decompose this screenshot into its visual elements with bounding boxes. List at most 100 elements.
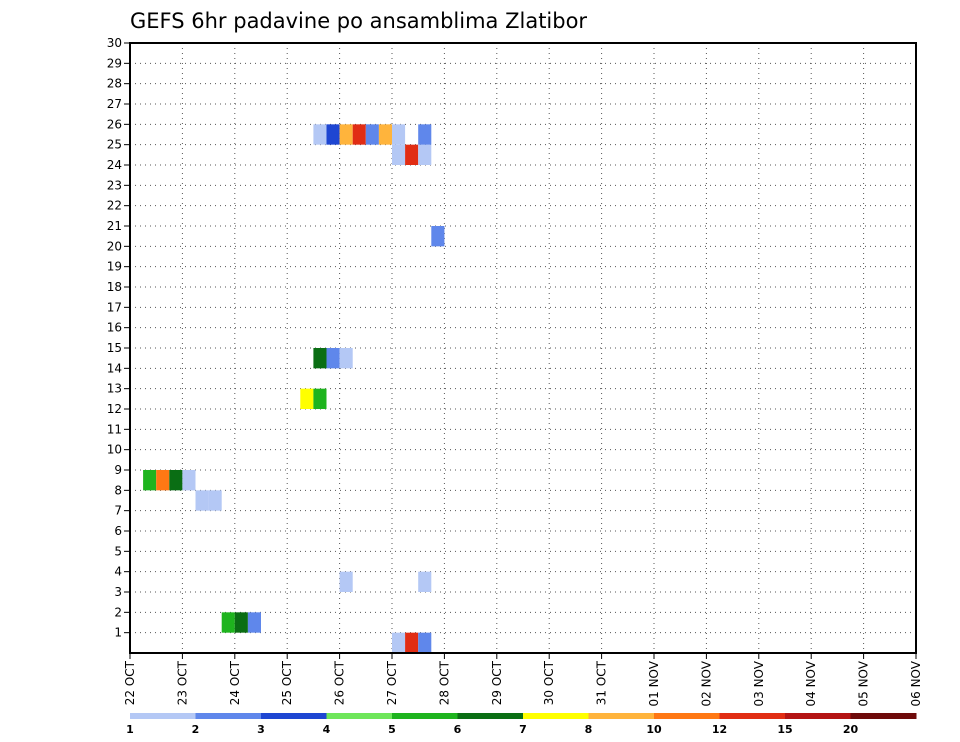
y-tick-label: 30 — [107, 36, 122, 50]
precip-cell — [247, 612, 261, 633]
x-tick-label: 30 OCT — [542, 660, 556, 705]
legend-color-swatch — [261, 713, 327, 719]
x-tick-label: 31 OCT — [595, 660, 609, 705]
precip-cell — [234, 612, 248, 633]
x-tick-label: 25 OCT — [280, 660, 294, 705]
chart-title: GEFS 6hr padavine po ansamblima Zlatibor — [130, 9, 587, 33]
y-tick-label: 8 — [114, 483, 122, 497]
precip-cell — [156, 470, 170, 491]
y-tick-label: 27 — [107, 97, 122, 111]
x-tick-label: 02 NOV — [699, 660, 713, 706]
precip-cell — [313, 124, 327, 145]
y-tick-label: 15 — [107, 341, 122, 355]
legend-color-swatch — [326, 713, 393, 719]
precip-cell — [313, 348, 327, 369]
legend-level-label: 7 — [519, 723, 527, 736]
x-axis: 22 OCT 23 OCT 24 OCT 25 OCT 26 OCT 27 OCT 28 O… — [123, 653, 923, 707]
precip-cell — [182, 470, 196, 491]
precip-cell — [418, 124, 432, 145]
legend-color-swatch — [523, 713, 589, 719]
y-tick-label: 7 — [114, 504, 122, 518]
precip-cell — [169, 470, 183, 491]
precip-cell — [143, 470, 157, 491]
x-tick-label: 22 OCT — [123, 660, 137, 705]
legend-color-swatch — [654, 713, 720, 719]
legend-color-swatch — [457, 713, 524, 719]
legend-level-label: 3 — [257, 723, 265, 736]
x-tick-label: 05 NOV — [857, 660, 871, 706]
precip-cell — [339, 348, 353, 369]
y-tick-label: 22 — [107, 199, 122, 213]
cell-layer — [143, 124, 445, 653]
precip-cell — [392, 632, 406, 653]
x-tick-label: 23 OCT — [175, 660, 189, 705]
y-tick-label: 11 — [107, 422, 122, 436]
y-tick-label: 12 — [107, 402, 122, 416]
legend-color-swatch — [588, 713, 655, 719]
y-tick-label: 6 — [114, 524, 122, 538]
x-tick-label: 01 NOV — [647, 660, 661, 706]
legend-color-swatch — [785, 713, 851, 719]
x-tick-label: 27 OCT — [385, 660, 399, 705]
y-tick-label: 26 — [107, 117, 122, 131]
y-tick-label: 28 — [107, 77, 122, 91]
legend-level-label: 1 — [126, 723, 134, 736]
legend-color-swatch — [719, 713, 786, 719]
legend-level-label: 8 — [585, 723, 593, 736]
precip-cell — [418, 144, 432, 165]
y-tick-label: 19 — [107, 260, 122, 274]
x-tick-label: 28 OCT — [437, 660, 451, 705]
color-legend: 1 2 3 4 5 6 7 8 10 12 15 20 — [126, 713, 917, 736]
precip-cell — [365, 124, 379, 145]
precip-cell — [405, 144, 419, 165]
y-tick-label: 29 — [107, 56, 122, 70]
precip-cell — [339, 571, 353, 592]
precip-cell — [392, 124, 406, 145]
y-tick-label: 21 — [107, 219, 122, 233]
legend-level-label: 12 — [712, 723, 727, 736]
plot-frame — [129, 42, 917, 654]
grid-layer — [130, 43, 916, 653]
precip-cell — [313, 388, 327, 409]
precip-cell — [221, 612, 235, 633]
legend-color-swatch — [850, 713, 917, 719]
y-tick-label: 14 — [107, 361, 122, 375]
legend-level-label: 20 — [843, 723, 859, 736]
y-tick-label: 5 — [114, 544, 122, 558]
y-tick-label: 1 — [114, 626, 122, 640]
x-tick-label: 06 NOV — [909, 660, 923, 706]
y-tick-label: 17 — [107, 300, 122, 314]
y-tick-label: 23 — [107, 178, 122, 192]
x-tick-label: 03 NOV — [752, 660, 766, 706]
y-tick-label: 4 — [114, 565, 122, 579]
precip-cell — [195, 490, 209, 511]
precip-cell — [208, 490, 222, 511]
y-tick-label: 10 — [107, 443, 122, 457]
y-tick-label: 3 — [114, 585, 122, 599]
precip-cell — [405, 632, 419, 653]
y-tick-label: 16 — [107, 321, 122, 335]
legend-level-label: 4 — [323, 723, 331, 736]
y-tick-label: 2 — [114, 605, 122, 619]
precip-cell — [326, 348, 340, 369]
precip-cell — [300, 388, 314, 409]
precip-cell — [418, 571, 432, 592]
legend-color-swatch — [130, 713, 196, 719]
legend-level-label: 15 — [777, 723, 792, 736]
x-tick-label: 04 NOV — [804, 660, 818, 706]
precip-cell — [392, 144, 406, 165]
legend-level-label: 6 — [454, 723, 462, 736]
legend-level-label: 10 — [646, 723, 662, 736]
x-tick-label: 26 OCT — [333, 660, 347, 705]
precip-cell — [352, 124, 366, 145]
y-tick-label: 9 — [114, 463, 122, 477]
y-tick-label: 13 — [107, 382, 122, 396]
y-tick-label: 24 — [107, 158, 122, 172]
legend-color-swatch — [195, 713, 262, 719]
legend-color-swatch — [392, 713, 458, 719]
y-axis: 1234567891011121314151617181920212223242… — [107, 36, 130, 640]
y-tick-label: 18 — [107, 280, 122, 294]
y-tick-label: 25 — [107, 138, 122, 152]
x-tick-label: 29 OCT — [490, 660, 504, 705]
